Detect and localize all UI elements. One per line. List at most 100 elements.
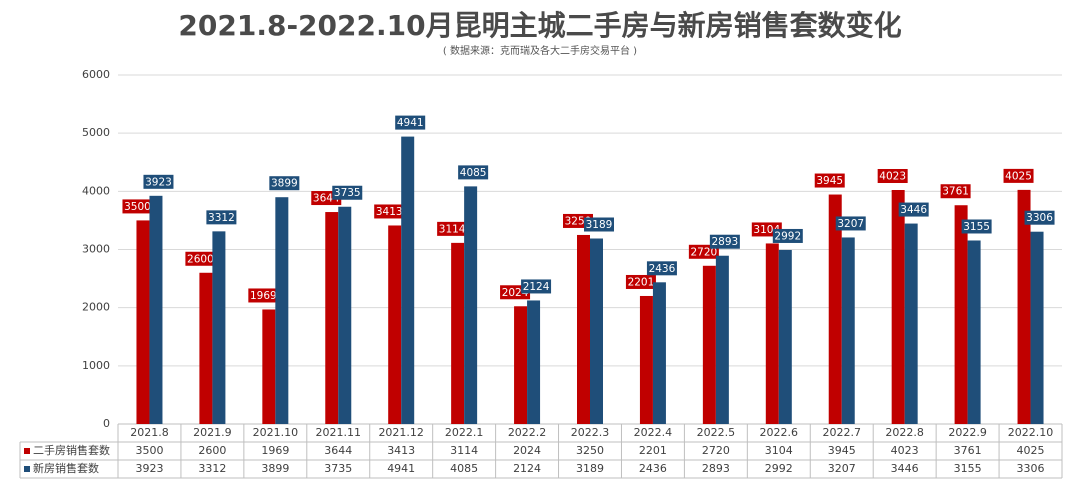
x-tick-label: 2022.1 <box>445 426 484 439</box>
x-tick-label: 2022.2 <box>508 426 547 439</box>
data-label: 2992 <box>774 230 801 242</box>
table-value: 2600 <box>198 444 226 457</box>
x-tick-label: 2022.8 <box>885 426 924 439</box>
x-tick-label: 2021.8 <box>130 426 169 439</box>
bar <box>778 249 792 424</box>
data-label: 3761 <box>942 186 969 198</box>
data-label: 3207 <box>837 218 864 230</box>
bar <box>765 243 779 424</box>
data-label-box <box>437 221 468 236</box>
data-label: 2436 <box>649 263 676 275</box>
table-value: 2992 <box>765 462 793 475</box>
y-tick-label: 5000 <box>82 126 110 139</box>
data-label: 3945 <box>816 175 843 187</box>
bar <box>514 306 528 424</box>
table-value: 3114 <box>450 444 478 457</box>
data-label: 3306 <box>1026 212 1053 224</box>
data-label-box <box>898 202 929 217</box>
table-value: 4085 <box>450 462 478 475</box>
bar <box>652 282 666 424</box>
data-label: 2720 <box>690 246 717 258</box>
x-tick-label: 2022.4 <box>634 426 673 439</box>
x-tick-label: 2022.9 <box>948 426 987 439</box>
y-tick-label: 3000 <box>82 243 110 256</box>
table-value: 3644 <box>324 444 352 457</box>
data-label: 3312 <box>208 212 235 224</box>
bar <box>590 238 603 424</box>
table-value: 2201 <box>639 444 667 457</box>
table-value: 3155 <box>954 462 982 475</box>
data-label: 4025 <box>1005 170 1032 182</box>
table-value: 3945 <box>828 444 856 457</box>
table-value: 3207 <box>828 462 856 475</box>
bar <box>715 255 729 424</box>
data-label-box <box>835 216 866 231</box>
table-value: 2436 <box>639 462 667 475</box>
chart-title: 2021.8-2022.10月昆明主城二手房与新房销售套数变化 <box>178 9 901 42</box>
y-tick-label: 2000 <box>82 301 110 314</box>
data-label: 2893 <box>711 236 738 248</box>
data-label-box <box>269 176 300 191</box>
bar <box>262 309 276 424</box>
table-value: 4023 <box>891 444 919 457</box>
data-label: 3735 <box>334 187 361 199</box>
bar <box>451 242 465 424</box>
data-label: 3413 <box>376 206 403 218</box>
legend-label: 二手房销售套数 <box>33 443 110 457</box>
data-label: 3446 <box>900 204 927 216</box>
bar <box>841 237 855 424</box>
bar <box>199 272 213 424</box>
table-value: 2720 <box>702 444 730 457</box>
data-label-box <box>395 115 426 130</box>
bar <box>904 223 918 424</box>
table-value: 3189 <box>576 462 604 475</box>
table-value: 3446 <box>891 462 919 475</box>
data-label-box <box>1003 168 1034 183</box>
bar <box>954 205 968 424</box>
data-label-box <box>458 165 489 180</box>
table-value: 3735 <box>324 462 352 475</box>
data-label-box <box>814 173 845 188</box>
table-value: 1969 <box>261 444 289 457</box>
data-label: 3500 <box>124 201 151 213</box>
data-label-box <box>521 279 552 294</box>
data-label-box <box>143 174 174 189</box>
bar <box>639 295 653 424</box>
data-label-box <box>709 234 740 249</box>
x-tick-label: 2022.10 <box>1008 426 1054 439</box>
data-label-box <box>122 199 153 214</box>
data-label-box <box>584 217 614 232</box>
legend-swatch <box>24 466 30 472</box>
x-tick-label: 2022.7 <box>822 426 861 439</box>
data-label: 3923 <box>145 176 172 188</box>
data-label: 3114 <box>439 223 466 235</box>
data-label: 2201 <box>628 276 655 288</box>
x-tick-label: 2022.3 <box>571 426 610 439</box>
y-tick-label: 1000 <box>82 359 110 372</box>
data-label: 3189 <box>586 219 613 231</box>
y-tick-label: 0 <box>103 417 110 430</box>
x-tick-label: 2021.9 <box>193 426 232 439</box>
x-tick-label: 2022.6 <box>760 426 799 439</box>
data-label: 3155 <box>963 221 990 233</box>
chart-subtitle: ( 数据来源：克而瑞及各大二手房交易平台 ) <box>443 44 637 57</box>
data-label-box <box>1024 210 1055 225</box>
legend-swatch <box>24 448 30 454</box>
bar <box>577 234 590 424</box>
y-tick-label: 6000 <box>82 68 110 81</box>
table-value: 3923 <box>135 462 163 475</box>
x-tick-label: 2021.11 <box>316 426 362 439</box>
table-value: 4025 <box>1017 444 1045 457</box>
bar <box>388 225 402 424</box>
data-label: 1969 <box>250 290 277 302</box>
data-label-box <box>185 251 216 266</box>
bar <box>702 265 716 424</box>
table-value: 3306 <box>1017 462 1045 475</box>
y-tick-label: 4000 <box>82 184 110 197</box>
table-value: 3413 <box>387 444 415 457</box>
bar <box>212 231 226 424</box>
data-label-box <box>332 185 363 200</box>
bar <box>136 220 150 424</box>
bar <box>325 212 339 424</box>
